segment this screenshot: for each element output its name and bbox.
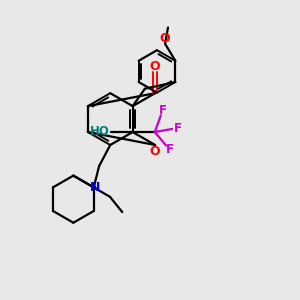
Text: N: N: [89, 181, 100, 194]
Text: O: O: [160, 32, 170, 45]
Text: F: F: [159, 104, 167, 117]
Text: O: O: [150, 60, 160, 73]
Text: F: F: [173, 122, 181, 135]
Text: O: O: [150, 145, 160, 158]
Text: HO: HO: [89, 125, 110, 138]
Text: F: F: [166, 143, 173, 156]
